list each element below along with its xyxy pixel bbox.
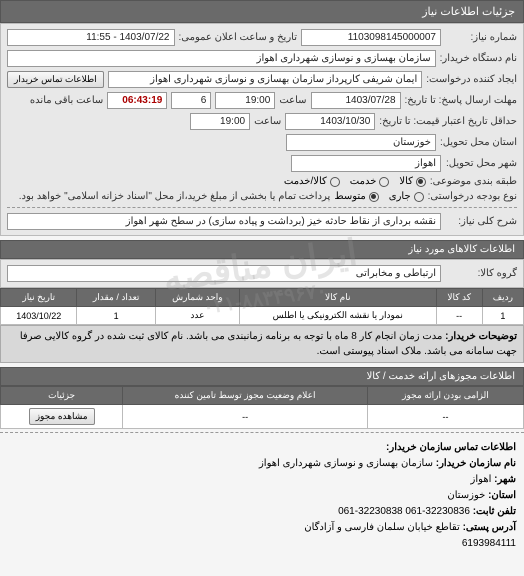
contact-phone: 32230836-061 32230838-061 <box>338 506 470 517</box>
col-qty: تعداد / مقدار <box>77 289 155 307</box>
contact-province-label: استان: <box>488 490 516 501</box>
main-form: شماره نیاز: 1103098145000007 تاریخ و ساع… <box>0 23 524 236</box>
contact-title: اطلاعات تماس سازمان خریدار: <box>386 442 516 453</box>
col-name: نام کالا <box>239 289 436 307</box>
deadline-label: مهلت ارسال پاسخ: تا تاریخ: <box>405 95 517 106</box>
radio-current[interactable]: جاری <box>389 191 424 202</box>
requester-field: ایمان شریفی کارپرداز سازمان بهسازی و نوس… <box>108 71 423 88</box>
radio-capital[interactable]: متوسط <box>334 191 378 202</box>
radio-dot-icon <box>330 177 340 187</box>
contact-addr-label: آدرس پستی: <box>463 522 516 533</box>
contact-province: خوزستان <box>447 490 485 501</box>
table-row[interactable]: -- -- مشاهده مجوز <box>1 405 524 429</box>
budget-note: پرداخت تمام یا بخشی از مبلغ خرید،از محل … <box>7 191 330 202</box>
time-label-2: ساعت <box>254 116 281 127</box>
view-license-button[interactable]: مشاهده مجوز <box>29 408 95 425</box>
desc-field: نقشه برداری از نقاط حادثه خیز (برداشت و … <box>7 213 441 230</box>
col-code: کد کالا <box>436 289 482 307</box>
radio-dot-icon <box>416 177 426 187</box>
classify-radio-group: کالا خدمت کالا/خدمت <box>284 176 426 187</box>
cell-row: 1 <box>482 307 523 325</box>
province-field: خوزستان <box>286 134 436 151</box>
city-field: اهواز <box>291 155 441 172</box>
budget-label: نوع بودجه درخواستی: <box>428 191 517 202</box>
announce-field: 1403/07/22 - 11:55 <box>7 29 175 46</box>
contact-postal: 6193984111 <box>462 538 516 549</box>
table-row[interactable]: 1 -- نمودار یا نقشه الکترونیکی یا اطلس ع… <box>1 307 524 325</box>
buyer-org-field: سازمان بهسازی و نوسازی شهرداری اهواز <box>7 50 436 67</box>
cell-name: نمودار یا نقشه الکترونیکی یا اطلس <box>239 307 436 325</box>
radio-goods-service[interactable]: کالا/خدمت <box>284 176 340 187</box>
contact-city: اهواز <box>471 474 492 485</box>
license-section-title: اطلاعات مجوزهای ارائه خدمت / کالا <box>0 367 524 386</box>
province-label: استان محل تحویل: <box>440 137 517 148</box>
col-unit: واحد شمارش <box>155 289 239 307</box>
req-no-field: 1103098145000007 <box>301 29 441 46</box>
lic-cell-2: مشاهده مجوز <box>1 405 123 429</box>
buyer-note-label: توضیحات خریدار: <box>445 331 517 342</box>
license-table: الزامی بودن ارائه مجوز اعلام وضعیت مجوز … <box>0 386 524 429</box>
contact-buyer-button[interactable]: اطلاعات تماس خریدار <box>7 71 104 88</box>
lic-col-0: الزامی بودن ارائه مجوز <box>367 387 523 405</box>
desc-label: شرح کلی نیاز: <box>445 216 517 227</box>
goods-group-field: ارتباطی و مخابراتی <box>7 265 441 282</box>
cell-qty: 1 <box>77 307 155 325</box>
requester-label: ایجاد کننده درخواست: <box>426 74 517 85</box>
cell-unit: عدد <box>155 307 239 325</box>
goods-section-title: اطلاعات کالاهای مورد نیاز <box>0 240 524 259</box>
contact-city-label: شهر: <box>494 474 516 485</box>
contact-org-label: نام سازمان خریدار: <box>436 458 516 469</box>
goods-group-label: گروه کالا: <box>445 268 517 279</box>
radio-dot-icon <box>414 192 424 202</box>
buyer-org-label: نام دستگاه خریدار: <box>440 53 517 64</box>
time-label-1: ساعت <box>279 95 306 106</box>
col-row: ردیف <box>482 289 523 307</box>
price-deadline-label: حداقل تاریخ اعتبار قیمت: تا تاریخ: <box>379 116 517 127</box>
page-title: جزئیات اطلاعات نیاز <box>422 6 515 18</box>
buyer-note-text: مدت زمان انجام کار 8 ماه با توجه به برنا… <box>20 331 517 357</box>
radio-dot-icon <box>379 177 389 187</box>
lic-col-1: اعلام وضعیت مجوز توسط تامین کننده <box>123 387 368 405</box>
cell-code: -- <box>436 307 482 325</box>
radio-dot-icon <box>369 192 379 202</box>
classify-label: طبقه بندی موضوعی: <box>430 176 517 187</box>
goods-table: ردیف کد کالا نام کالا واحد شمارش تعداد /… <box>0 288 524 325</box>
req-no-label: شماره نیاز: <box>445 32 517 43</box>
remaining-time-field: 06:43:19 <box>107 92 167 109</box>
page-header: جزئیات اطلاعات نیاز <box>0 0 524 23</box>
price-deadline-time-field: 19:00 <box>190 113 250 130</box>
days-remain-field: 6 <box>171 92 211 109</box>
cell-date: 1403/10/22 <box>1 307 77 325</box>
contact-section: اطلاعات تماس سازمان خریدار: نام سازمان خ… <box>0 436 524 556</box>
contact-phone-label: تلفن ثابت: <box>473 506 516 517</box>
lic-cell-1: -- <box>123 405 368 429</box>
lic-col-2: جزئیات <box>1 387 123 405</box>
radio-service[interactable]: خدمت <box>350 176 390 187</box>
contact-org: سازمان بهسازی و نوسازی شهرداری اهواز <box>259 458 433 469</box>
buyer-note: توضیحات خریدار: مدت زمان انجام کار 8 ماه… <box>0 325 524 363</box>
contact-addr: تقاطع خیابان سلمان فارسی و آزادگان <box>304 522 460 533</box>
announce-label: تاریخ و ساعت اعلان عمومی: <box>179 32 298 43</box>
city-label: شهر محل تحویل: <box>445 158 517 169</box>
lic-cell-0: -- <box>367 405 523 429</box>
deadline-time-field: 19:00 <box>215 92 275 109</box>
deadline-date-field: 1403/07/28 <box>311 92 401 109</box>
remaining-label: ساعت باقی مانده <box>30 95 103 106</box>
col-date: تاریخ نیاز <box>1 289 77 307</box>
budget-radio-group: جاری متوسط <box>334 191 423 202</box>
radio-goods[interactable]: کالا <box>399 176 426 187</box>
price-deadline-date-field: 1403/10/30 <box>285 113 375 130</box>
